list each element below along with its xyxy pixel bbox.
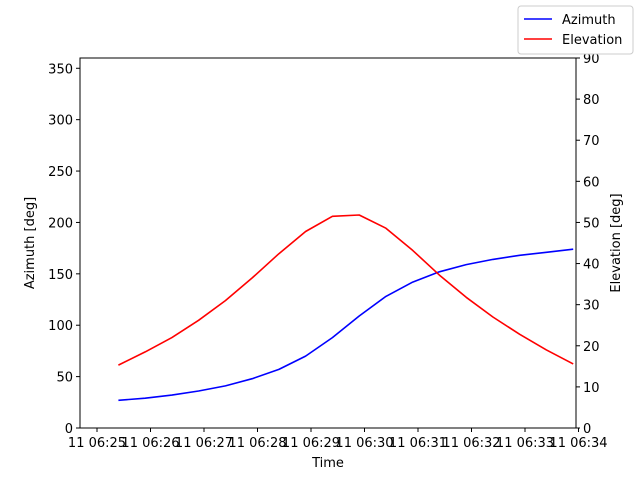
x-tick-label: 11 06:25 bbox=[68, 436, 126, 451]
x-tick-label: 11 06:31 bbox=[389, 436, 447, 451]
y-right-tick-label: 30 bbox=[583, 299, 600, 314]
y-right-tick-label: 50 bbox=[583, 216, 600, 231]
x-tick-label: 11 06:28 bbox=[228, 436, 286, 451]
x-tick-label: 11 06:32 bbox=[442, 436, 500, 451]
y-right-tick-label: 90 bbox=[583, 52, 600, 67]
y-left-tick-label: 250 bbox=[48, 165, 73, 180]
plot-frame bbox=[79, 57, 577, 429]
y-left-tick-label: 0 bbox=[65, 422, 73, 437]
x-tick-label: 11 06:29 bbox=[282, 436, 340, 451]
y-left-tick-label: 50 bbox=[56, 371, 73, 386]
x-tick-label: 11 06:34 bbox=[549, 436, 607, 451]
y-right-tick-label: 10 bbox=[583, 381, 600, 396]
legend-frame bbox=[517, 5, 634, 55]
y-right-tick-label: 60 bbox=[583, 175, 600, 190]
x-tick-label: 11 06:26 bbox=[121, 436, 179, 451]
y-right-tick-label: 70 bbox=[583, 134, 600, 149]
y-left-tick-label: 100 bbox=[48, 319, 73, 334]
legend-label-azimuth: Azimuth bbox=[562, 13, 616, 28]
legend: Azimuth Elevation bbox=[517, 5, 634, 55]
y-left-tick-label: 300 bbox=[48, 114, 73, 129]
x-axis-label: Time bbox=[311, 456, 344, 471]
series-line-azimuth bbox=[118, 248, 574, 402]
y-right-tick-label: 0 bbox=[583, 422, 591, 437]
y-axis-label-right: Elevation [deg] bbox=[609, 193, 624, 292]
y-right-tick-label: 20 bbox=[583, 340, 600, 355]
y-left-tick-label: 150 bbox=[48, 268, 73, 283]
x-tick-label: 11 06:30 bbox=[335, 436, 393, 451]
series-line-elevation bbox=[118, 214, 574, 366]
legend-label-elevation: Elevation bbox=[562, 33, 622, 48]
axes-layer: 0 50 100 150 200 250 300 350 0 10 20 30 40 50 60 70 80 90… bbox=[48, 52, 607, 451]
x-tick-label: 11 06:33 bbox=[496, 436, 554, 451]
y-right-tick-label: 80 bbox=[583, 93, 600, 108]
x-tick-label: 11 06:27 bbox=[175, 436, 233, 451]
y-axis-label-left: Azimuth [deg] bbox=[23, 197, 38, 289]
series-layer bbox=[118, 214, 574, 402]
y-right-tick-label: 40 bbox=[583, 258, 600, 273]
y-left-tick-label: 200 bbox=[48, 216, 73, 231]
plot-area bbox=[80, 58, 576, 428]
y-left-tick-label: 350 bbox=[48, 62, 73, 77]
